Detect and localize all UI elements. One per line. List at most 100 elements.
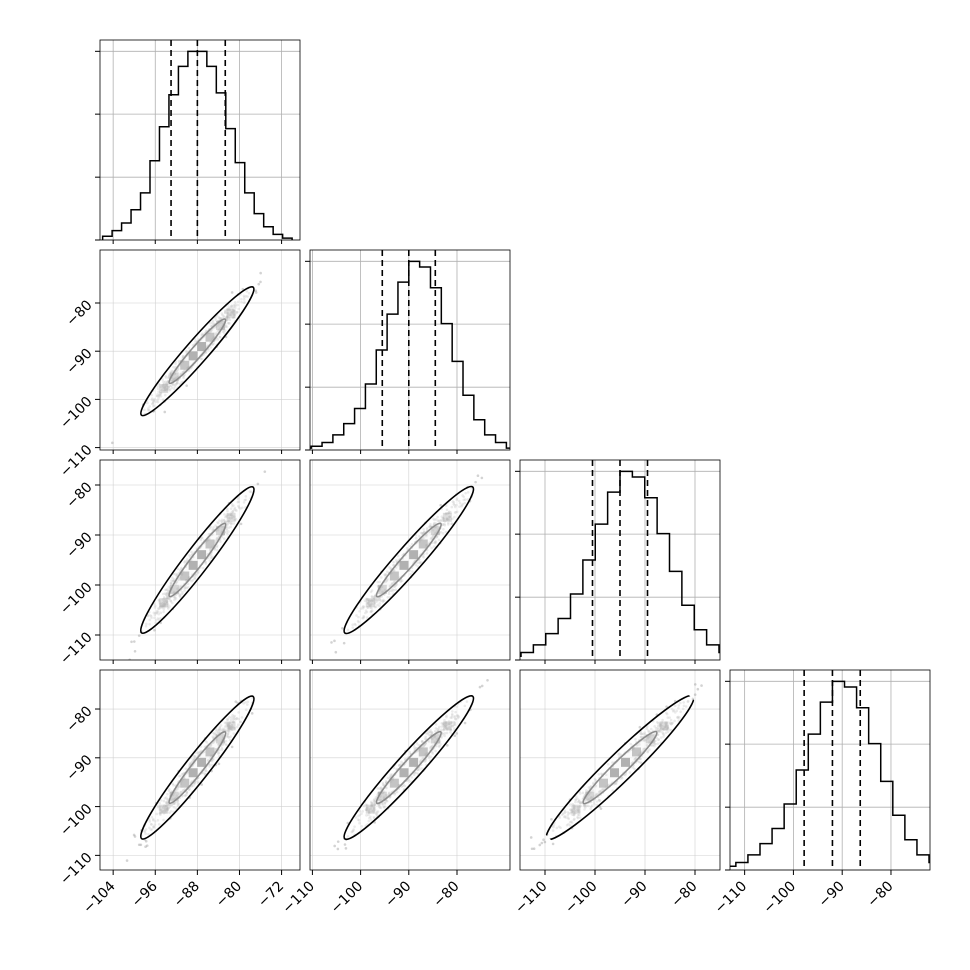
scatter-point — [538, 843, 542, 847]
scatter-point — [550, 817, 553, 821]
scatter-point — [455, 732, 459, 735]
scatter-point — [343, 843, 347, 846]
scatter-point — [551, 842, 555, 846]
scatter-point — [144, 839, 148, 843]
y-tick-label: −110 — [57, 850, 96, 889]
scatter-point — [700, 684, 703, 687]
scatter-point — [111, 441, 114, 445]
scatter-point — [132, 833, 136, 837]
x-tick-label: −110 — [512, 878, 551, 917]
scatter-point — [259, 271, 262, 275]
histogram-panel-1 — [305, 249, 511, 454]
scatter-point — [480, 476, 484, 480]
scatter-point — [254, 289, 258, 292]
scatter-point — [153, 628, 156, 632]
scatter-point — [542, 838, 545, 842]
scatter-point — [200, 783, 203, 786]
x-tick-label: −90 — [382, 878, 414, 910]
scatter-point — [334, 650, 338, 654]
x-tick-label: −96 — [129, 878, 161, 910]
scatter-panel-3-0: −110−100−90−80−104 −96 −88 −80 −72 — [57, 669, 301, 917]
histogram-panel-0 — [95, 39, 301, 244]
x-tick-label: −90 — [618, 878, 650, 910]
scatter-point — [638, 725, 642, 729]
contour-1 — [343, 695, 475, 841]
scatter-point — [693, 683, 697, 686]
scatter-point — [599, 807, 603, 810]
scatter-point — [543, 840, 547, 844]
x-tick-label: −90 — [816, 878, 848, 910]
y-tick-label: −100 — [57, 579, 96, 618]
histogram-panel-2 — [515, 459, 721, 664]
scatter-point — [137, 843, 141, 847]
scatter-point — [130, 640, 133, 644]
x-tick-label: −100 — [328, 878, 367, 917]
panel-frame — [309, 249, 511, 451]
scatter-point — [133, 650, 137, 653]
scatter-point — [217, 762, 221, 766]
panel-frame — [99, 669, 301, 871]
x-tick-label: −88 — [171, 878, 203, 910]
scatter-point — [463, 721, 467, 725]
scatter-point — [478, 685, 482, 689]
contour-1 — [343, 485, 475, 635]
scatter-point — [346, 821, 350, 825]
scatter-panel-2-0: −110 −100 −90 −80 — [57, 459, 301, 668]
y-tick-label: −100 — [57, 394, 96, 433]
x-tick-label: −80 — [864, 878, 896, 910]
contour-1 — [139, 695, 255, 840]
y-tick-label: −90 — [63, 346, 95, 378]
scatter-panel-3-2: −110 −100 −90 −80 — [512, 669, 721, 917]
scatter-point — [263, 470, 267, 473]
scatter-point — [529, 836, 533, 839]
panel-frame — [99, 39, 301, 241]
scatter-point — [230, 291, 234, 294]
scatter-point — [439, 503, 442, 507]
scatter-point — [330, 641, 333, 644]
scatter-panel-1-0: −110 −100 −90 −80 — [57, 249, 301, 480]
scatter-point — [476, 474, 480, 477]
x-tick-label: −104 — [80, 878, 119, 917]
contour-1 — [139, 485, 255, 635]
panel-frame — [309, 669, 511, 871]
scatter-point — [342, 641, 346, 645]
x-tick-label: −80 — [213, 878, 245, 910]
y-tick-label: −80 — [63, 703, 95, 735]
scatter-point — [446, 744, 449, 747]
scatter-point — [234, 700, 238, 703]
y-tick-label: −90 — [63, 752, 95, 784]
scatter-point — [474, 480, 477, 484]
contour-1 — [545, 694, 695, 841]
scatter-point — [333, 844, 336, 848]
histogram-panel-3: −110 −100 −90 −80 — [712, 669, 931, 917]
scatter-point — [336, 847, 340, 851]
y-tick-label: −80 — [63, 297, 95, 329]
panel-frame — [309, 459, 511, 661]
panel-frame — [519, 669, 721, 871]
scatter-point — [693, 693, 697, 696]
scatter-point — [344, 847, 348, 850]
scatter-point — [665, 705, 668, 708]
panel-frame — [519, 459, 721, 661]
scatter-point — [125, 859, 129, 862]
y-tick-label: −90 — [63, 529, 95, 561]
scatter-point — [259, 280, 262, 284]
panel-frame — [99, 459, 301, 661]
y-tick-label: −100 — [57, 801, 96, 840]
x-tick-label: −110 — [712, 878, 751, 917]
scatter-point — [145, 844, 149, 847]
panel-frame — [99, 249, 301, 451]
x-tick-label: −100 — [761, 878, 800, 917]
scatter-point — [230, 745, 234, 749]
scatter-point — [254, 291, 258, 294]
scatter-point — [144, 845, 147, 849]
x-tick-label: −100 — [562, 878, 601, 917]
scatter-point — [486, 678, 489, 682]
scatter-point — [139, 843, 143, 847]
panel-frame — [729, 669, 931, 871]
scatter-point — [341, 626, 344, 630]
scatter-point — [453, 734, 457, 737]
scatter-point — [185, 384, 188, 387]
y-tick-label: −80 — [63, 479, 95, 511]
